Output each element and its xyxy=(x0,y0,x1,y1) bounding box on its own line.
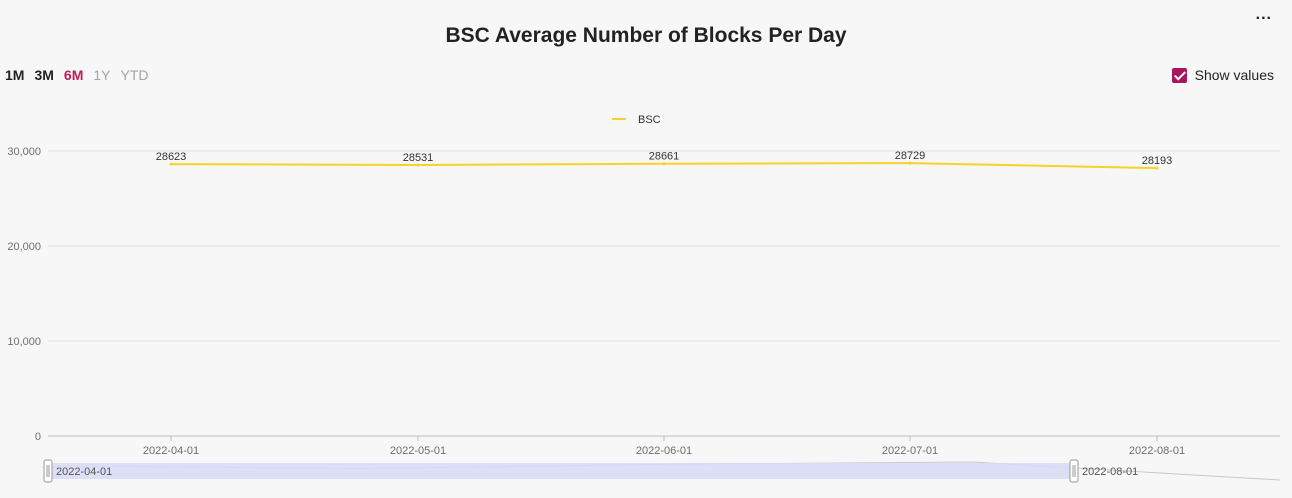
zoom-handle-right[interactable] xyxy=(1069,459,1079,483)
y-tick-label: 30,000 xyxy=(7,146,41,158)
range-1m[interactable]: 1M xyxy=(5,67,25,83)
range-ytd[interactable]: YTD xyxy=(120,67,149,83)
legend-label-bsc[interactable]: BSC xyxy=(638,114,661,126)
x-tick-label: 2022-05-01 xyxy=(390,445,446,457)
grid-lines xyxy=(48,150,1280,437)
range-3m[interactable]: 3M xyxy=(34,67,54,83)
legend: BSC xyxy=(612,114,661,126)
series-bsc xyxy=(169,161,1159,170)
data-point[interactable] xyxy=(1155,166,1159,170)
y-tick-label: 0 xyxy=(35,431,41,443)
range-6m[interactable]: 6M xyxy=(63,67,84,83)
chart-title: BSC Average Number of Blocks Per Day xyxy=(445,24,847,47)
zoom-selected-range[interactable] xyxy=(48,463,1074,479)
data-point[interactable] xyxy=(662,162,666,166)
zoom-slider: 2022-04-01 2022-08-01 xyxy=(43,459,1281,483)
range-selector: 1M 3M 6M 1Y YTD xyxy=(5,67,148,83)
show-values-toggle[interactable]: Show values xyxy=(1171,67,1274,83)
more-options-icon[interactable]: ... xyxy=(1255,6,1272,23)
data-labels: 28623 28531 28661 28729 28193 xyxy=(156,150,1173,167)
x-tick-label: 2022-07-01 xyxy=(882,445,938,457)
y-axis-ticks: 0 10,000 20,000 30,000 xyxy=(7,146,41,443)
zoom-handle-left[interactable] xyxy=(43,459,53,483)
x-axis-ticks: 2022-04-01 2022-05-01 2022-06-01 2022-07-01… xyxy=(143,436,1185,457)
x-tick-label: 2022-08-01 xyxy=(1129,445,1185,457)
show-values-label: Show values xyxy=(1194,67,1274,83)
data-label: 28623 xyxy=(156,151,187,163)
data-label: 28531 xyxy=(403,152,434,164)
data-point[interactable] xyxy=(169,162,173,166)
y-tick-label: 20,000 xyxy=(7,241,41,253)
data-label: 28729 xyxy=(895,150,926,162)
data-label: 28661 xyxy=(649,151,680,163)
x-tick-label: 2022-04-01 xyxy=(143,445,199,457)
zoom-end-label: 2022-08-01 xyxy=(1082,466,1138,478)
data-point[interactable] xyxy=(416,163,420,167)
y-tick-label: 10,000 xyxy=(7,336,41,348)
data-label: 28193 xyxy=(1142,155,1173,167)
range-1y[interactable]: 1Y xyxy=(93,67,111,83)
data-point[interactable] xyxy=(908,161,912,165)
x-tick-label: 2022-06-01 xyxy=(636,445,692,457)
zoom-start-label: 2022-04-01 xyxy=(56,466,112,478)
checkbox-checked-icon[interactable] xyxy=(1171,67,1187,83)
